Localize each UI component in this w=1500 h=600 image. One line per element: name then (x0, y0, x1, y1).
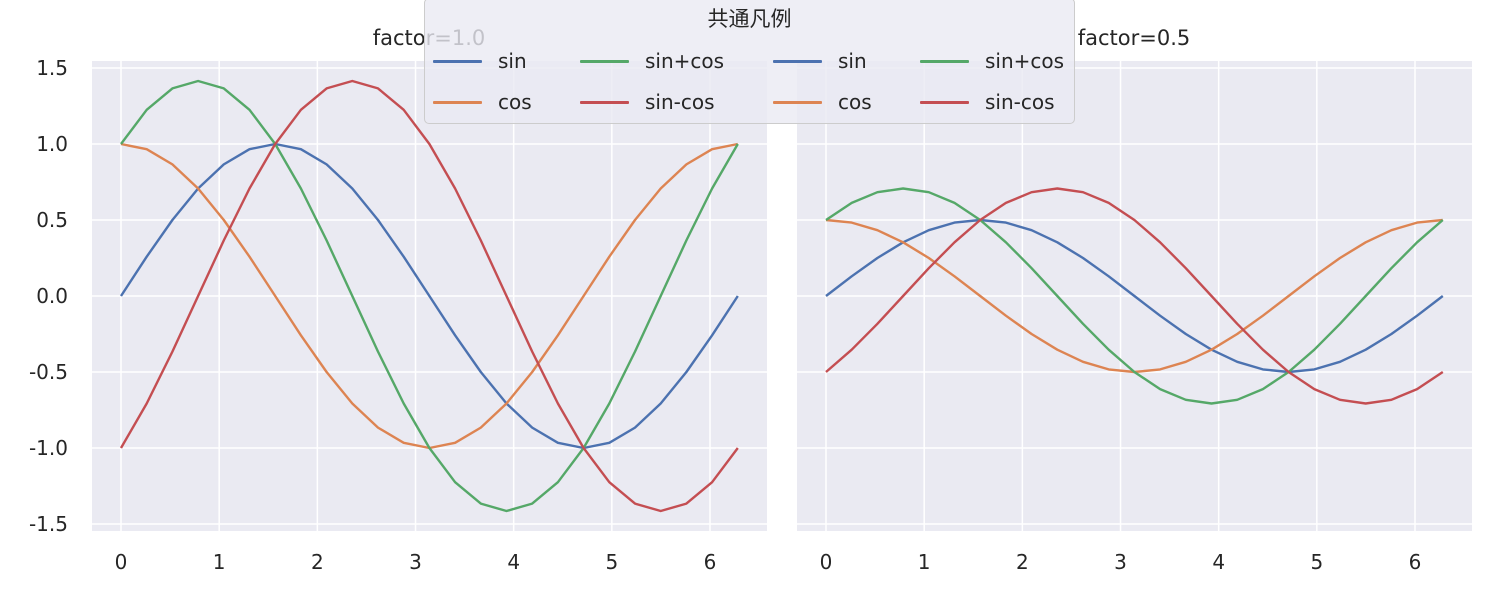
x-tick-label: 2 (1016, 550, 1029, 574)
legend-item-sin-plus-cos: sin+cos (920, 46, 1064, 76)
line-swatch-icon (920, 100, 969, 104)
plot-lines (825, 187, 1444, 405)
y-tick-label: 0.0 (36, 284, 68, 308)
x-tick-label: 3 (409, 550, 422, 574)
x-tick-label: 4 (507, 550, 520, 574)
legend-item-sin-plus-cos: sin+cos (580, 46, 724, 76)
line-swatch-icon (773, 59, 822, 63)
y-tick-label: 0.5 (36, 208, 68, 232)
legend-item-sin: sin (433, 46, 527, 76)
legend-item-sin: sin (773, 46, 867, 76)
line-sin-cos (119, 79, 739, 513)
x-tick-label: 1 (213, 550, 226, 574)
y-tick-labels: -1.5 -1.0 -0.5 0.0 0.5 1.0 1.5 (29, 56, 68, 536)
legend-item-cos: cos (773, 87, 872, 117)
x-tick-label: 5 (1310, 550, 1323, 574)
x-tick-label: 2 (311, 550, 324, 574)
line-swatch-icon (580, 59, 629, 63)
line-sin+cos (825, 187, 1444, 405)
y-tick-label: 1.0 (36, 132, 68, 156)
x-tick-label: 0 (115, 550, 128, 574)
legend-item-cos: cos (433, 87, 532, 117)
line-sin (825, 218, 1444, 374)
plot-lines (119, 79, 739, 513)
y-tick-label: -1.0 (29, 436, 68, 460)
x-tick-label: 0 (820, 550, 833, 574)
x-tick-label: 6 (704, 550, 717, 574)
line-swatch-icon (433, 100, 482, 104)
x-tick-labels: 0 1 2 3 4 5 6 (115, 550, 717, 574)
y-tick-label: -1.5 (29, 512, 68, 536)
x-tick-label: 3 (1114, 550, 1127, 574)
line-swatch-icon (920, 59, 969, 63)
x-tick-labels: 0 1 2 3 4 5 6 (820, 550, 1422, 574)
line-swatch-icon (580, 100, 629, 104)
x-tick-label: 5 (605, 550, 618, 574)
line-sin-cos (825, 187, 1444, 405)
line-sin+cos (120, 79, 739, 513)
axes-factor-0-5: 0 1 2 3 4 5 6 factor=0.5 (797, 26, 1472, 574)
x-tick-label: 1 (918, 550, 931, 574)
y-tick-label: -0.5 (29, 360, 68, 384)
y-tick-label: 1.5 (36, 56, 68, 80)
shared-legend: 共通凡例 sin cos sin+cos sin-cos sin cos sin… (424, 0, 1075, 124)
line-sin (119, 142, 739, 450)
x-tick-label: 6 (1409, 550, 1422, 574)
line-swatch-icon (433, 59, 482, 63)
x-tick-label: 4 (1212, 550, 1225, 574)
legend-title: 共通凡例 (707, 7, 792, 31)
legend-item-sin-minus-cos: sin-cos (580, 87, 715, 117)
legend-item-sin-minus-cos: sin-cos (920, 87, 1055, 117)
line-swatch-icon (773, 100, 822, 104)
subplot-title: factor=0.5 (1078, 26, 1191, 50)
